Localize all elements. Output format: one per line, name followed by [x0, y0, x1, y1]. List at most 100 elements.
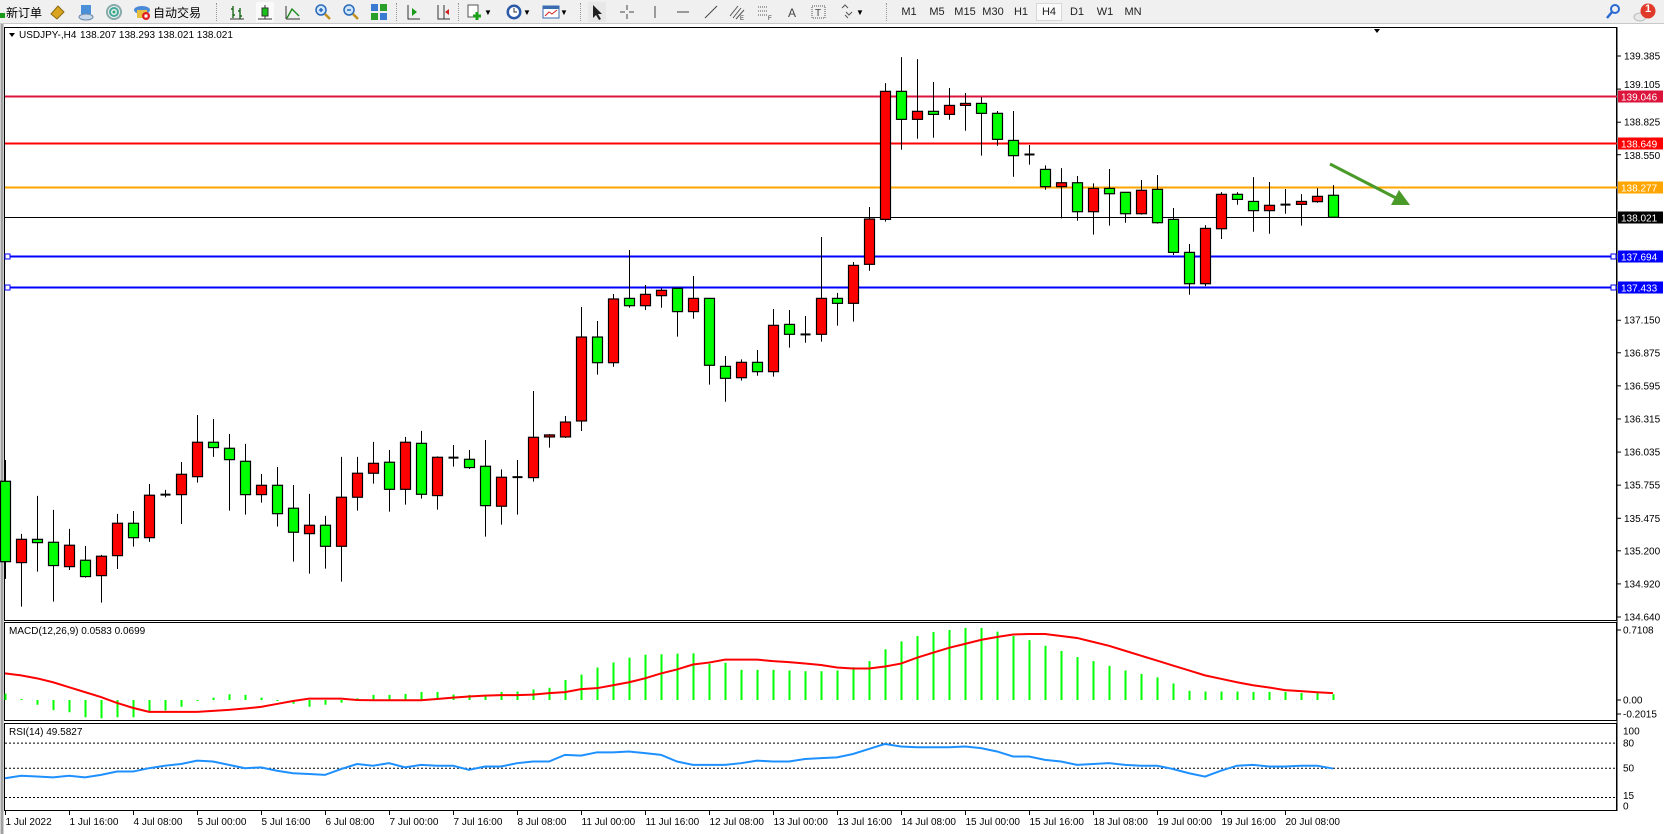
timeframe-m15[interactable]: M15 [954, 6, 976, 18]
candle [975, 97, 988, 156]
line-anchor-handle[interactable] [4, 284, 11, 291]
timeframe-h1[interactable]: H1 [1013, 6, 1029, 18]
indicators-icon [542, 3, 560, 21]
candle-body [1199, 227, 1212, 285]
zoom-out-button[interactable] [342, 2, 360, 22]
timeframe-m30[interactable]: M30 [982, 6, 1004, 18]
svg-text:A: A [788, 6, 796, 20]
rsi-tick-label: 80 [1623, 739, 1635, 750]
candle-body [927, 110, 940, 116]
candle-body [687, 297, 700, 313]
bar-chart-button[interactable] [228, 2, 246, 22]
candle-body [1135, 189, 1148, 215]
candle-body [1231, 193, 1244, 201]
candle [63, 528, 76, 570]
horizontal-line-icon [674, 3, 692, 21]
fibonacci-button[interactable]: F [756, 2, 774, 22]
timeframe-d1[interactable]: D1 [1069, 6, 1085, 18]
timeframe-m5[interactable]: M5 [929, 6, 945, 18]
arrows-button[interactable]: ▼ [838, 2, 864, 22]
timeframe-m1[interactable]: M1 [901, 6, 917, 18]
tile-windows-button[interactable] [370, 2, 388, 22]
time-tick-label: 11 Jul 16:00 [646, 817, 700, 828]
candle-body [15, 538, 28, 564]
indicators-button[interactable]: ▼ [542, 2, 568, 22]
candle [1327, 185, 1340, 218]
candle [383, 449, 396, 512]
chart-shift-button[interactable] [434, 2, 452, 22]
candle [448, 444, 459, 467]
time-tick-label: 6 Jul 08:00 [326, 817, 375, 828]
candle-body [303, 524, 316, 535]
time-tick-label: 12 Jul 08:00 [710, 817, 765, 828]
candle [1199, 225, 1212, 287]
equidistant-channel-button[interactable]: E [728, 2, 746, 22]
chevron-down-icon: ▼ [560, 7, 568, 17]
cursor-icon [588, 3, 606, 21]
time-tick-label: 1 Jul 2022 [6, 817, 53, 828]
line-chart-button[interactable] [284, 2, 302, 22]
candle [1007, 110, 1020, 177]
candle [959, 93, 972, 131]
new-chart-button[interactable]: ▼ [466, 2, 492, 22]
signals-button[interactable] [105, 2, 123, 22]
chart-menu-triangle-icon[interactable] [9, 33, 15, 37]
auto-scroll-button[interactable] [404, 2, 422, 22]
candle [767, 309, 780, 377]
candle [160, 489, 171, 498]
chart-shift-marker-icon[interactable] [1374, 29, 1380, 33]
trendline-button[interactable] [702, 2, 720, 22]
line-anchor-handle[interactable] [4, 253, 11, 260]
search-button[interactable] [1604, 2, 1622, 22]
zoom-in-button[interactable] [314, 2, 332, 22]
time-tick-label: 20 Jul 08:00 [1286, 817, 1341, 828]
time-tick-label: 5 Jul 00:00 [198, 817, 247, 828]
candle-body [399, 441, 412, 490]
time-tick-label: 11 Jul 00:00 [582, 817, 636, 828]
price-tick-label: 136.315 [1624, 414, 1661, 425]
horizontal-lines[interactable] [4, 95, 1617, 291]
timeframe-mn[interactable]: MN [1124, 6, 1142, 18]
chart-shift-icon [434, 3, 452, 21]
candlestick-button[interactable] [256, 2, 274, 22]
market-watch-button[interactable] [48, 2, 66, 22]
cursor-button[interactable] [588, 2, 606, 22]
timeframe-w1[interactable]: W1 [1096, 6, 1114, 18]
candle [751, 350, 764, 376]
vertical-line-button[interactable] [646, 2, 664, 22]
auto-trading-button[interactable]: 自动交易 [133, 2, 201, 22]
horizontal-line-button[interactable] [674, 2, 692, 22]
navigator-button[interactable] [77, 2, 95, 22]
candle-body [207, 441, 220, 449]
rsi-tick-label: 100 [1623, 727, 1640, 738]
candle-body [1327, 194, 1340, 218]
price-label-box [1618, 211, 1663, 224]
text-icon: A [784, 3, 802, 21]
candle [79, 545, 92, 578]
price-tick-label: 139.105 [1624, 80, 1661, 91]
chevron-down-icon: ▼ [856, 7, 864, 17]
price-tick-label: 135.200 [1624, 546, 1661, 557]
periods-button[interactable]: ▼ [505, 2, 531, 22]
time-tick-label: 7 Jul 16:00 [454, 817, 503, 828]
candle-body [671, 287, 684, 313]
new-order-button[interactable]: 新订单 [0, 2, 42, 22]
candle-body [415, 442, 428, 495]
candle-body [223, 447, 236, 461]
candle [943, 88, 956, 120]
timeframe-h4[interactable]: H4 [1036, 3, 1062, 21]
text-label-button[interactable]: T [810, 2, 828, 22]
candle [831, 292, 844, 326]
candle-body [495, 476, 508, 507]
text-button[interactable]: A [784, 2, 802, 22]
candle [15, 533, 28, 607]
line-anchor-handle[interactable] [1610, 253, 1617, 260]
crosshair-button[interactable] [618, 2, 636, 22]
candlestick-icon [256, 3, 274, 21]
candle-body [271, 484, 284, 515]
notifications-button[interactable]: 1 [1632, 2, 1658, 22]
trend-arrow[interactable] [1329, 162, 1410, 205]
line-anchor-handle[interactable] [1610, 284, 1617, 291]
candle [1231, 192, 1244, 205]
